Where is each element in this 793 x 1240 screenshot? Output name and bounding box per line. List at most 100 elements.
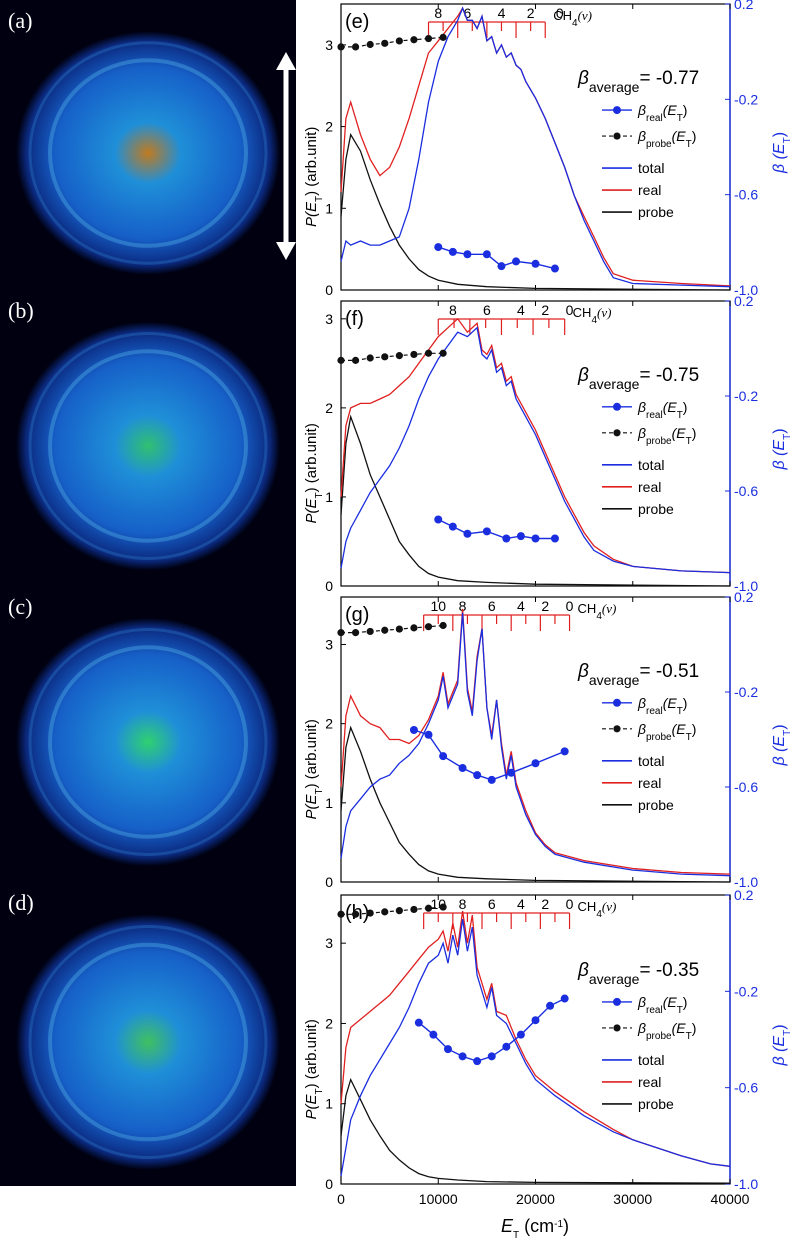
beta-average-text-part: β bbox=[577, 960, 589, 981]
legend-beta-real-label: βreal(ET) bbox=[637, 102, 687, 124]
legend-real-label: real bbox=[638, 775, 661, 791]
legend-beta-probe-marker bbox=[613, 725, 621, 733]
beta-real-point bbox=[458, 1052, 467, 1061]
legend-beta-probe-label-part: ) bbox=[692, 1020, 697, 1036]
beta-probe-point bbox=[366, 909, 374, 917]
beta-real-point bbox=[550, 534, 559, 543]
beta-real-point bbox=[560, 994, 569, 1003]
plot-frame bbox=[340, 894, 731, 1185]
total-curve bbox=[340, 919, 731, 1177]
beta-real-point bbox=[487, 775, 496, 784]
legend-beta-probe-label-part: β bbox=[637, 721, 646, 737]
image-panel-label: (c) bbox=[8, 594, 33, 619]
vib-level-label: 2 bbox=[541, 302, 549, 318]
beta-real-line bbox=[413, 729, 565, 781]
plot-frame bbox=[340, 300, 731, 587]
beta-probe-point bbox=[410, 905, 418, 914]
real-curve bbox=[340, 911, 731, 1167]
vib-level-label: 10 bbox=[430, 598, 446, 614]
total-curve bbox=[340, 326, 731, 574]
y-axis-title: P(ET) (arb.unit) bbox=[303, 127, 325, 227]
y-axis-title-part: T bbox=[314, 196, 325, 202]
beta-real-point bbox=[424, 730, 433, 739]
x-tick-label: 40000 bbox=[711, 1191, 750, 1207]
x-tick-label: 0 bbox=[337, 1191, 345, 1207]
y2-axis-title-part: T bbox=[782, 1030, 793, 1036]
legend-probe-label: probe bbox=[638, 501, 674, 517]
beta-average-text: βaverage= -0.77 bbox=[577, 68, 699, 95]
vib-level-label: 8 bbox=[459, 896, 467, 912]
polarization-arrow-icon bbox=[276, 52, 296, 260]
velocity-map-rings bbox=[16, 31, 280, 275]
ch4-label-part: CH bbox=[553, 8, 572, 23]
legend-beta-probe-label-part: probe bbox=[646, 731, 672, 742]
beta-real-point bbox=[414, 1018, 423, 1027]
legend-real-label: real bbox=[638, 479, 661, 495]
total-curve bbox=[340, 612, 731, 877]
legend-beta-probe-marker bbox=[613, 1024, 621, 1032]
velocity-map-rings bbox=[16, 914, 280, 1170]
legend-beta-probe-label: βprobe(ET) bbox=[637, 425, 696, 447]
beta-real-point bbox=[429, 1030, 438, 1039]
beta-real-point bbox=[512, 257, 521, 266]
velocity-map-rings bbox=[16, 321, 280, 571]
beta-average-text-part: β bbox=[577, 661, 589, 682]
beta-real-point bbox=[531, 1016, 540, 1025]
vib-level-label: 6 bbox=[488, 598, 496, 614]
legend-probe-label: probe bbox=[638, 797, 674, 813]
y2-axis-title-part: β (E bbox=[771, 440, 788, 471]
y2-tick-label: -1.0 bbox=[734, 874, 758, 890]
ch4-label-part: CH bbox=[578, 899, 597, 914]
y-tick-label: 0 bbox=[325, 578, 333, 594]
beta-probe-point bbox=[381, 626, 389, 634]
legend-beta-real-label: βreal(ET) bbox=[637, 399, 687, 421]
y-tick-label: 3 bbox=[325, 637, 333, 653]
vib-level-label: 2 bbox=[541, 598, 549, 614]
velocity-map-image: (b) bbox=[0, 290, 296, 586]
y-tick-label: 1 bbox=[325, 1096, 333, 1112]
ch4-label: CH4(v) bbox=[553, 8, 592, 29]
vib-level-label: 4 bbox=[517, 302, 525, 318]
y-tick-label: 0 bbox=[325, 1176, 333, 1192]
beta-probe-point bbox=[439, 33, 447, 41]
beta-probe-point bbox=[337, 910, 345, 918]
y-axis-title-part: ) (arb.unit) bbox=[303, 1019, 320, 1088]
ch4-label-part: CH bbox=[573, 305, 592, 320]
legend-beta-probe-label-part: T bbox=[686, 139, 692, 150]
y2-tick-label: -0.2 bbox=[734, 684, 758, 700]
y-tick-label: 1 bbox=[325, 200, 333, 216]
x-axis-title-part: E bbox=[501, 1216, 514, 1236]
y2-tick-label: 0.2 bbox=[734, 0, 754, 12]
vib-level-label: 8 bbox=[434, 5, 442, 21]
y2-axis-title-part: β (E bbox=[771, 1036, 788, 1067]
legend-beta-real-label-part: real bbox=[646, 113, 663, 124]
y-tick-label: 2 bbox=[325, 1015, 333, 1031]
beta-probe-point bbox=[424, 623, 433, 631]
velocity-map-rings bbox=[16, 617, 280, 867]
y-tick-label: 2 bbox=[325, 400, 333, 416]
beta-real-point bbox=[443, 1045, 452, 1054]
beta-average-text: βaverage= -0.35 bbox=[577, 960, 699, 987]
ch4-label-part: 4 bbox=[596, 909, 602, 920]
y2-tick-label: -0.6 bbox=[734, 187, 758, 203]
beta-real-point bbox=[531, 259, 540, 268]
y2-axis-title: β (ET) bbox=[771, 1024, 793, 1066]
y-tick-label: 1 bbox=[325, 795, 333, 811]
beta-average-text-part: = -0.35 bbox=[639, 960, 699, 981]
legend-beta-real-label-part: real bbox=[646, 705, 663, 716]
vib-level-label: 4 bbox=[517, 598, 525, 614]
legend-beta-probe-label-part: (E bbox=[672, 128, 687, 144]
beta-real-point bbox=[448, 247, 457, 256]
ch4-label-part: 4 bbox=[572, 18, 578, 29]
beta-probe-point bbox=[366, 354, 374, 362]
y-axis-title-part: T bbox=[314, 788, 325, 794]
x-axis-title: ET (cm-1) bbox=[501, 1216, 569, 1240]
beta-probe-point bbox=[366, 40, 374, 49]
legend-beta-real-marker bbox=[613, 698, 621, 707]
legend-beta-probe-marker bbox=[613, 132, 621, 140]
y2-axis-title-part: T bbox=[782, 137, 793, 143]
legend-beta-probe-label-part: (E bbox=[672, 425, 687, 441]
vib-level-label: 6 bbox=[488, 896, 496, 912]
